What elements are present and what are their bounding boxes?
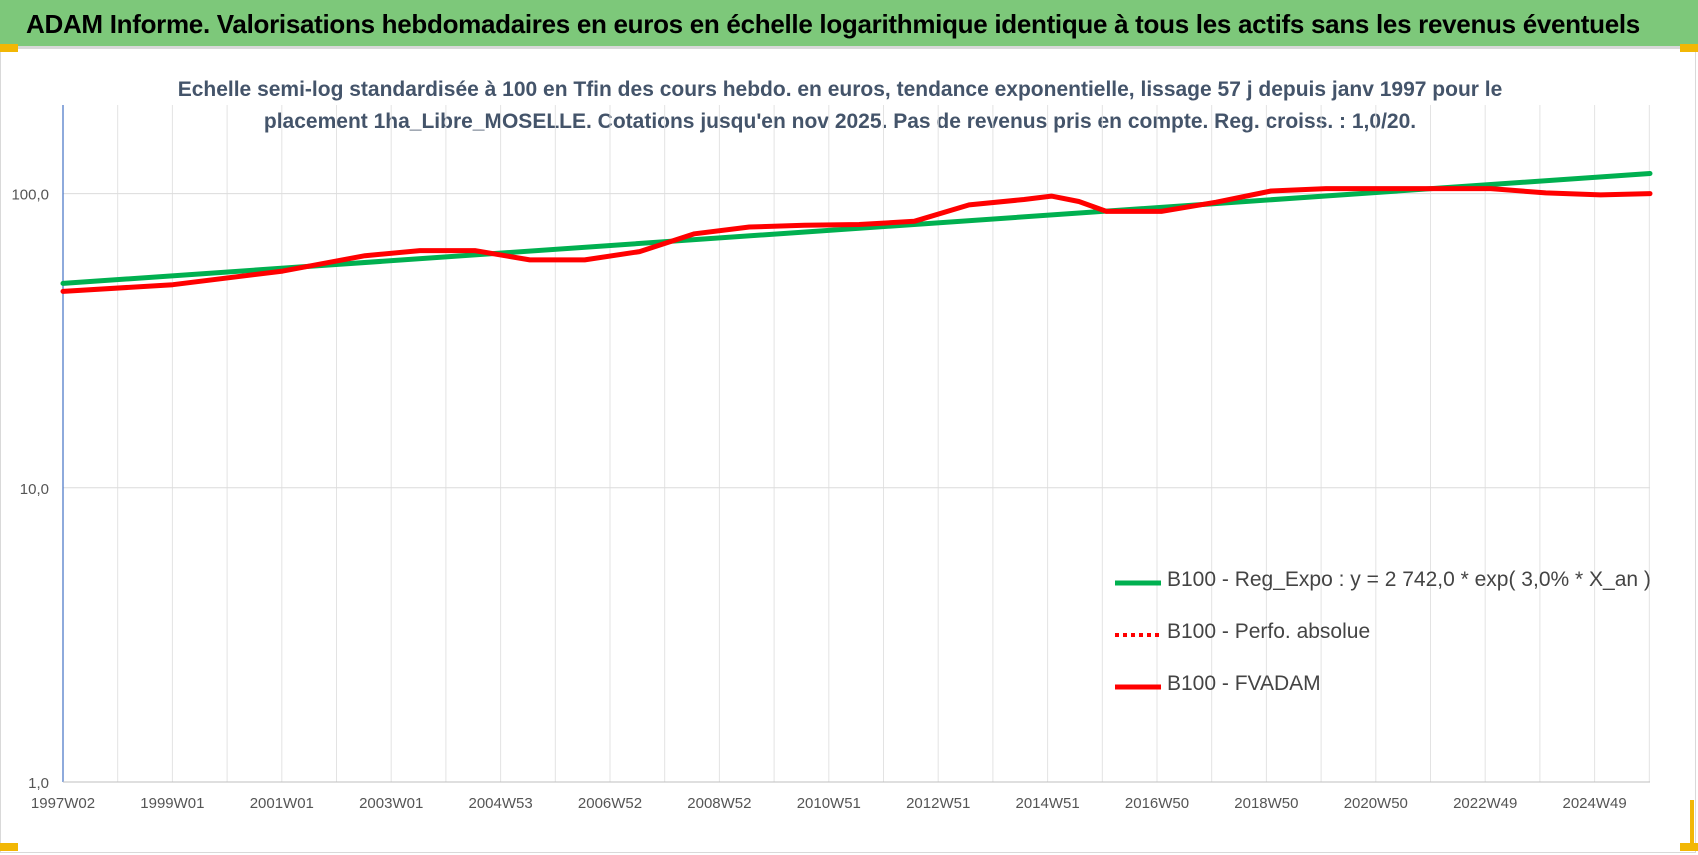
x-tick-label: 2012W51: [906, 795, 970, 812]
x-tick-label: 2006W52: [578, 795, 642, 812]
legend-item-reg-expo: B100 - Reg_Expo : y = 2 742,0 * exp( 3,0…: [1113, 568, 1651, 598]
header-banner: ADAM Informe. Valorisations hebdomadaire…: [0, 0, 1698, 48]
page-title: ADAM Informe. Valorisations hebdomadaire…: [26, 9, 1640, 39]
series-line-2: [60, 186, 1653, 294]
x-tick-label: 2004W53: [468, 795, 532, 812]
legend-swatch-reg-expo: [1115, 580, 1161, 586]
chart-title-line-2: placement 1ha_Libre_MOSELLE. Cotations j…: [263, 110, 1417, 133]
x-tick-label: 2008W52: [687, 795, 751, 812]
legend-swatch-fvadam: [1115, 684, 1161, 690]
x-tick-label: 2018W50: [1234, 795, 1298, 812]
y-tick-label: 100,0: [11, 187, 49, 204]
x-tick-label: 2003W01: [359, 795, 423, 812]
chart-title-line-1: Echelle semi-log standardisée à 100 en T…: [177, 78, 1503, 101]
legend-label-perfo-absolue: B100 - Perfo. absolue: [1167, 620, 1371, 643]
x-tick-label: 2020W50: [1344, 795, 1408, 812]
corner-marker-bottom-right: [1680, 843, 1698, 851]
legend-item-perfo-absolue: B100 - Perfo. absolue: [1113, 620, 1513, 650]
x-tick-label: 1999W01: [140, 795, 204, 812]
legend-label-fvadam: B100 - FVADAM: [1167, 672, 1321, 695]
corner-marker-bottom-left: [0, 843, 18, 851]
y-tick-label: 1,0: [28, 775, 49, 792]
x-tick-label: 2010W51: [797, 795, 861, 812]
chart-frame: [0, 48, 1696, 853]
series-lines: [60, 171, 1653, 294]
chart-title: Echelle semi-log standardisée à 100 en T…: [170, 74, 1510, 138]
x-tick-label: 2014W51: [1015, 795, 1079, 812]
axes: 1,0 10,0 100,0 1997W02 1999W01 2001W01 2003W01…: [11, 105, 1650, 812]
legend-swatch-perfo-absolue: [1115, 633, 1161, 637]
x-tick-label: 2022W49: [1453, 795, 1517, 812]
corner-marker-top-right: [1680, 44, 1698, 52]
x-tick-label: 2024W49: [1562, 795, 1626, 812]
x-tick-label: 1997W02: [31, 795, 95, 812]
legend-label-reg-expo: B100 - Reg_Expo : y = 2 742,0 * exp( 3,0…: [1167, 568, 1651, 591]
x-tick-label: 2001W01: [250, 795, 314, 812]
corner-marker-top-left: [0, 44, 18, 52]
y-tick-label: 10,0: [20, 481, 49, 498]
legend-item-fvadam: B100 - FVADAM: [1113, 672, 1513, 702]
x-tick-label: 2016W50: [1125, 795, 1189, 812]
corner-marker-right-edge: [1690, 800, 1694, 848]
